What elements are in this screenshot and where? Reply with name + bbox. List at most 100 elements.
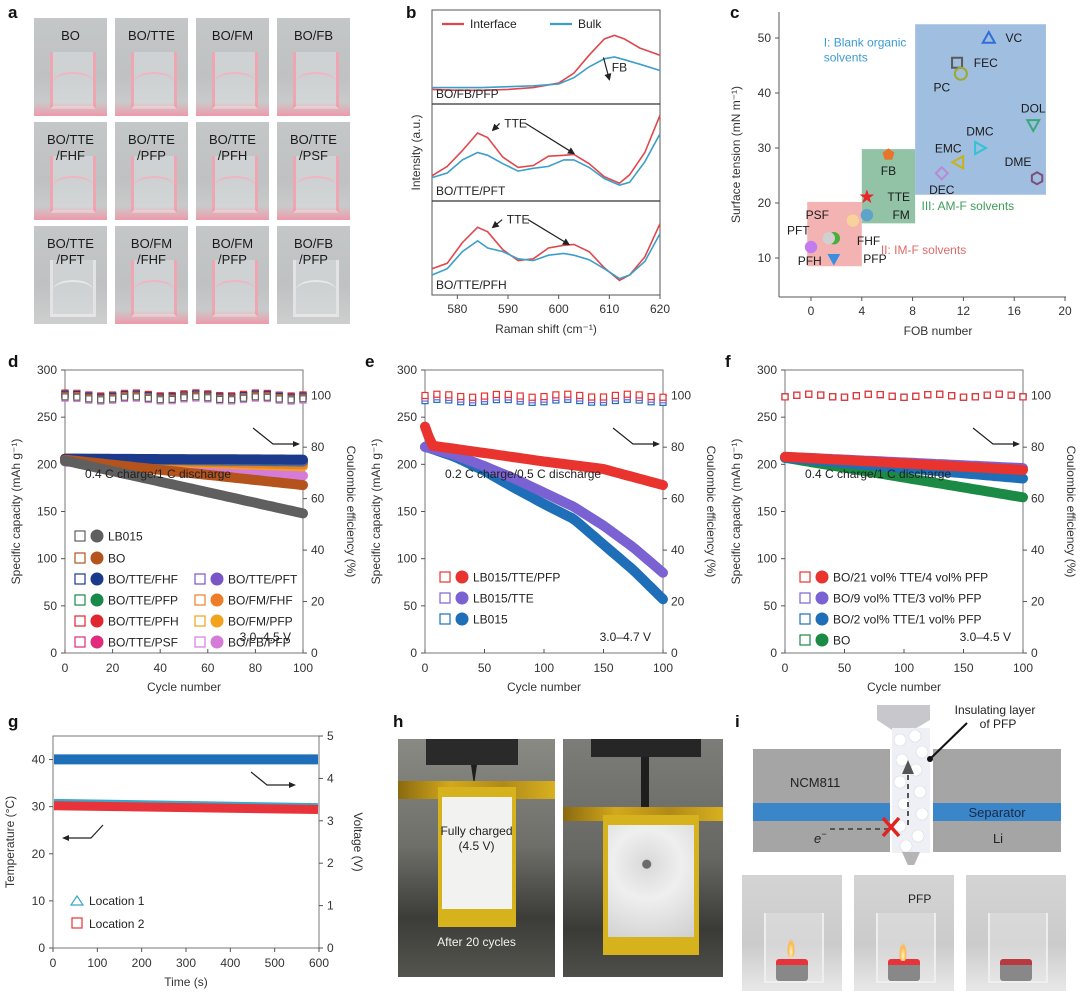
ce-point bbox=[840, 393, 849, 401]
ce-point bbox=[647, 393, 655, 401]
annotation-label: FB bbox=[612, 60, 627, 74]
vial-label-line: BO/TTE bbox=[209, 132, 256, 147]
vial bbox=[212, 52, 258, 109]
flame bbox=[787, 939, 795, 957]
ce-point bbox=[445, 391, 453, 399]
annotation-arrow bbox=[602, 57, 612, 81]
y-tick-label: 50 bbox=[758, 31, 772, 45]
legend-ce-swatch bbox=[194, 636, 206, 648]
y-tick-label: 250 bbox=[397, 410, 417, 424]
x-tick-label: 16 bbox=[1008, 304, 1022, 318]
ce-point bbox=[287, 396, 295, 404]
annotation-label: TTE bbox=[504, 116, 527, 130]
vial-label-line: /PFP bbox=[137, 148, 166, 163]
vial-label: BO/FB bbox=[277, 28, 350, 44]
vial-label-line: BO/FB bbox=[293, 236, 333, 251]
spectrum-line-interface bbox=[431, 34, 661, 92]
capacity-band bbox=[780, 451, 1028, 475]
x-tick-label: 150 bbox=[953, 661, 973, 675]
ce-point bbox=[888, 392, 896, 400]
vial-photo-grid: BO BO/TTE BO/FM BO/FB BO/TTE/FHF BO/TTE/PFP BO… bbox=[34, 16, 354, 332]
y2-axis-label: Voltage (V) bbox=[351, 812, 365, 871]
vial bbox=[212, 156, 258, 213]
vial-label-line: /PFH bbox=[217, 148, 248, 163]
y2-tick-label: 0 bbox=[671, 646, 678, 660]
x-tick-label: 100 bbox=[87, 956, 107, 970]
legend-label: BO/2 vol% TTE/1 vol% PFP bbox=[833, 613, 982, 627]
cathode-label: NCM811 bbox=[790, 775, 840, 790]
cycling-chart-f: 0 50 100 150 1000501001502002503000204060801… bbox=[729, 363, 1078, 694]
meniscus bbox=[215, 176, 255, 186]
annotation-line-1: Insulating layer bbox=[955, 703, 1036, 717]
legend-label: LB015 bbox=[473, 613, 508, 627]
vial bbox=[212, 260, 258, 317]
vial bbox=[131, 52, 177, 109]
ce-point bbox=[108, 395, 117, 403]
y-tick-label: 0 bbox=[410, 646, 417, 660]
region-label: solvents bbox=[824, 50, 868, 64]
x-tick-label: 40 bbox=[154, 661, 168, 675]
ce-point bbox=[959, 393, 968, 401]
x-tick-label: 4 bbox=[858, 304, 865, 318]
legend-label: Location 1 bbox=[89, 894, 145, 908]
annotation-label: TTE bbox=[507, 213, 530, 227]
spectrum-line-bulk bbox=[432, 56, 661, 89]
meniscus bbox=[296, 72, 336, 82]
y-tick-label: 0 bbox=[38, 941, 45, 955]
ce-point bbox=[623, 390, 631, 398]
legend-label: BO/TTE/FHF bbox=[108, 573, 178, 587]
marker-pfh bbox=[804, 240, 818, 254]
y-axis-label: Surface tension (mN m⁻¹) bbox=[729, 86, 743, 223]
separator-right bbox=[933, 803, 1061, 821]
legend-ce-swatch bbox=[439, 571, 451, 583]
x-axis-label: Cycle number bbox=[147, 680, 221, 694]
y2-tick-label: 80 bbox=[1031, 440, 1045, 454]
ce-point bbox=[192, 393, 200, 401]
ce-point bbox=[900, 393, 908, 401]
vial-photo: BO/FB bbox=[277, 18, 350, 116]
pfp-label: PFP bbox=[908, 892, 932, 906]
x-tick-label: 600 bbox=[549, 302, 569, 316]
nail-tip bbox=[902, 852, 920, 865]
subplot-label: BO/TTE/PFT bbox=[436, 184, 506, 198]
spectrum-line-bulk bbox=[431, 233, 661, 280]
vial-photo: BO/FM bbox=[196, 18, 269, 116]
meniscus bbox=[215, 280, 255, 290]
y-tick-label: 20 bbox=[758, 196, 772, 210]
laser-glow bbox=[196, 102, 269, 116]
vial bbox=[293, 156, 339, 213]
ce-point bbox=[912, 392, 920, 400]
legend-ce-swatch bbox=[194, 615, 206, 627]
y2-tick-label: 20 bbox=[1031, 595, 1045, 609]
legend-ce-swatch bbox=[439, 613, 451, 625]
legend-label: BO bbox=[833, 634, 850, 648]
ce-point bbox=[73, 393, 81, 401]
x-tick-label: 20 bbox=[106, 661, 120, 675]
region-label: III: AM-F solvents bbox=[921, 199, 1014, 213]
y-tick-label: 300 bbox=[757, 363, 777, 377]
laser-glow bbox=[34, 206, 107, 220]
ce-point bbox=[576, 391, 584, 400]
point-label-vc: VC bbox=[1006, 31, 1023, 45]
ce-point bbox=[299, 395, 307, 403]
y2-tick-label: 0 bbox=[1031, 646, 1038, 660]
data-band bbox=[53, 801, 319, 814]
x-tick-label: 400 bbox=[220, 956, 240, 970]
y2-tick-label: 40 bbox=[1031, 543, 1045, 557]
point-label-dme: DME bbox=[1005, 155, 1032, 169]
ce-point bbox=[588, 393, 596, 401]
rate-annotation: 0.4 C charge/1 C discharge bbox=[805, 467, 951, 481]
y-tick-label: 150 bbox=[37, 505, 57, 519]
ce-point bbox=[995, 390, 1003, 398]
ce-point bbox=[421, 391, 429, 400]
plot-frame bbox=[64, 369, 304, 654]
x-tick-label: 50 bbox=[838, 661, 852, 675]
ce-point bbox=[817, 391, 825, 399]
pouch-cell-face-punctured bbox=[608, 825, 694, 937]
y-tick-label: 50 bbox=[44, 599, 58, 613]
meniscus bbox=[215, 72, 255, 82]
vial-photo: BO/TTE/PSF bbox=[277, 122, 350, 220]
legend-label: LB015 bbox=[108, 530, 143, 544]
annotation-dot bbox=[927, 756, 933, 762]
y-tick-label: 100 bbox=[37, 552, 57, 566]
